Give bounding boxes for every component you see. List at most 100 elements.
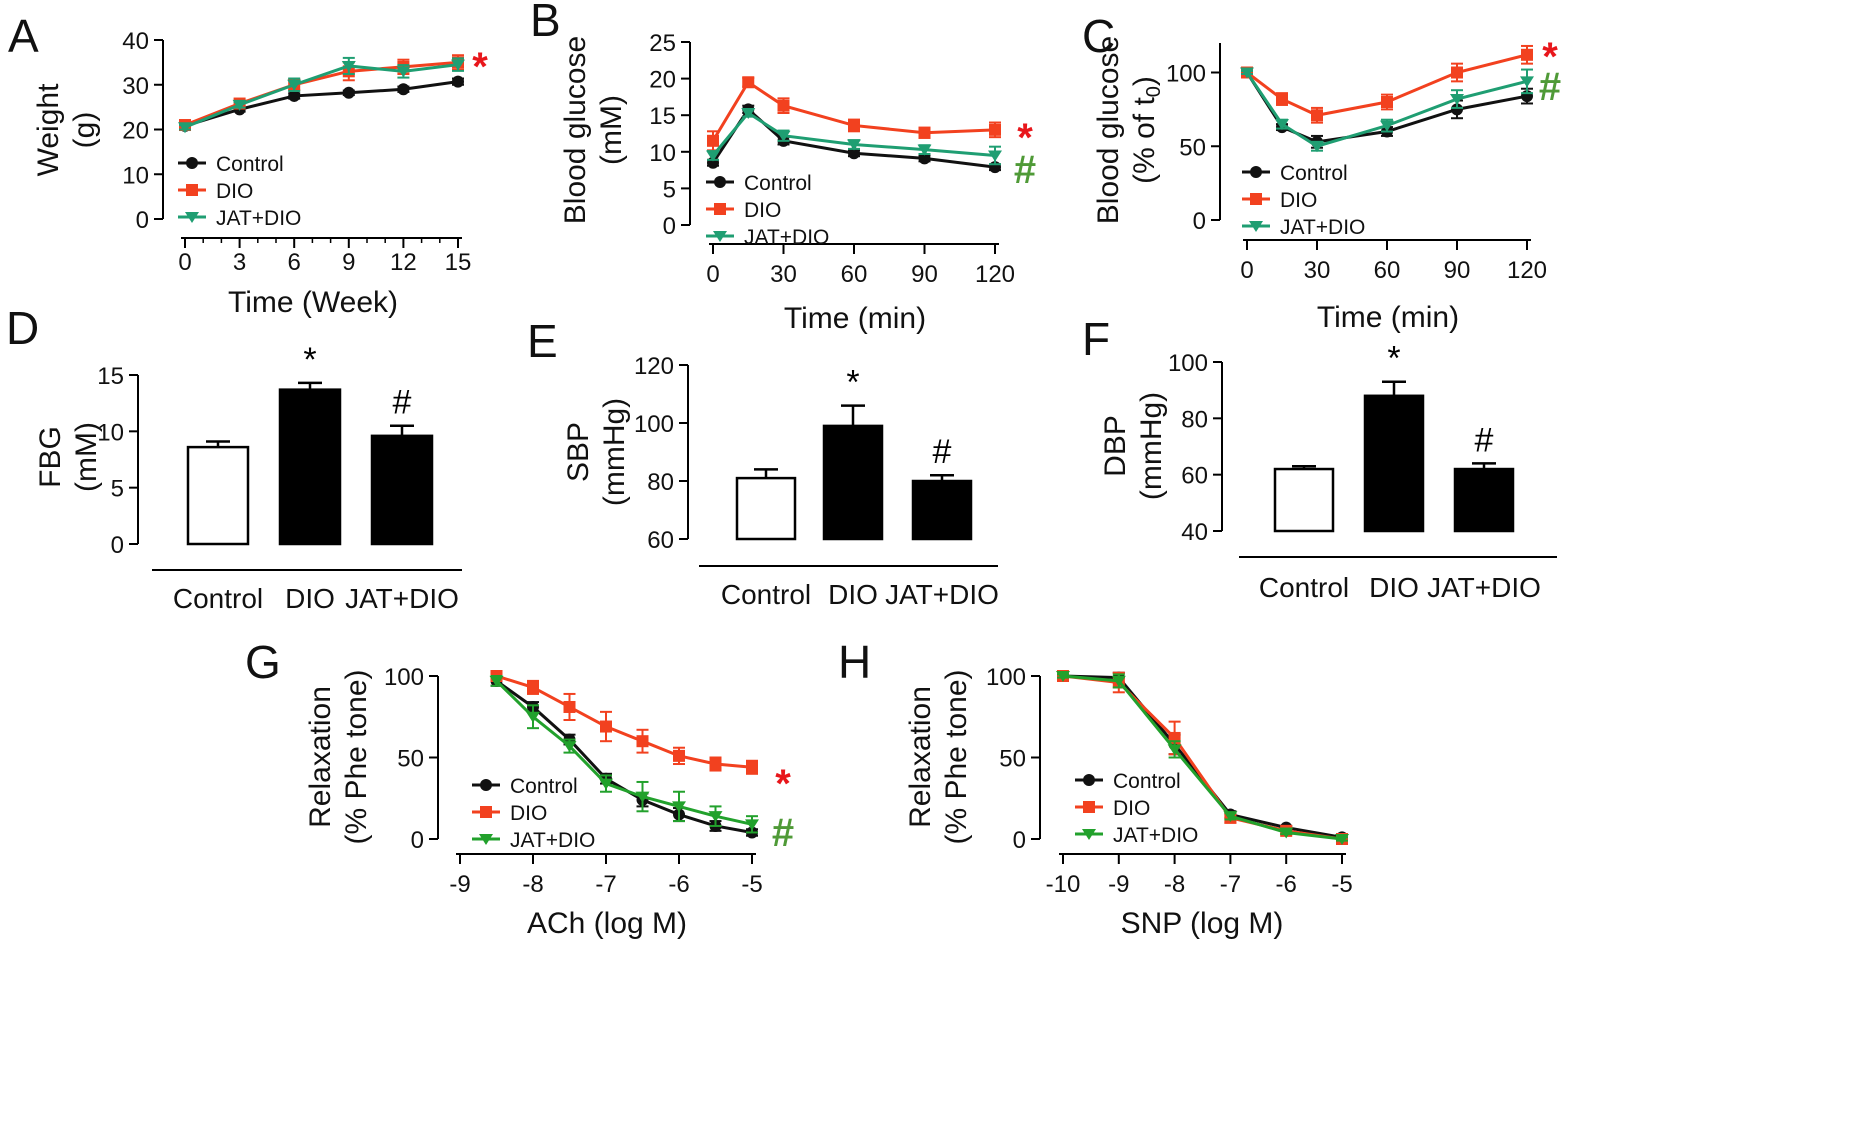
y-axis-label-line: (mM) (70, 422, 103, 492)
x-tick-label: -7 (595, 871, 616, 898)
category-label: DIO (285, 583, 335, 614)
y-tick-label: 40 (122, 28, 149, 55)
data-point (563, 700, 576, 713)
y-axis-label-line: (% of t (1128, 97, 1161, 184)
data-point (1167, 744, 1182, 756)
data-point (848, 147, 860, 160)
y-axis-label-line: Blood glucose (1092, 36, 1125, 224)
panel-label: A (8, 10, 39, 62)
data-point (918, 126, 931, 139)
data-point (526, 711, 540, 723)
data-point (741, 108, 756, 120)
data-point (988, 150, 1002, 162)
y-tick-label: 0 (136, 207, 149, 234)
data-point (1335, 834, 1349, 845)
series-line (1062, 674, 1343, 841)
x-tick-label: -8 (522, 871, 543, 898)
x-tick-label: 60 (841, 261, 868, 288)
legend-label: JAT+DIO (1113, 824, 1198, 847)
legend-marker (1250, 166, 1262, 178)
data-point (341, 60, 356, 72)
y-axis-label-line: DBP (1099, 415, 1132, 477)
legend-label: DIO (744, 199, 781, 222)
data-point (1111, 675, 1126, 687)
category-label: Control (173, 583, 263, 614)
significance-mark: * (303, 341, 316, 379)
category-label: DIO (1369, 572, 1419, 603)
x-tick-label: 12 (390, 249, 417, 276)
data-point (673, 749, 685, 762)
data-point (708, 811, 723, 823)
x-tick-label: 90 (1444, 257, 1471, 284)
legend-marker (186, 157, 198, 169)
y-tick-label: 10 (122, 162, 149, 189)
y-tick-label: 50 (999, 746, 1026, 773)
legend-marker (1250, 193, 1262, 205)
data-point (989, 123, 1001, 136)
x-tick-label: 3 (233, 249, 246, 276)
y-tick-label: 100 (1168, 350, 1208, 377)
x-tick-label: 9 (342, 249, 355, 276)
data-point (1451, 103, 1463, 116)
category-label: JAT+DIO (1427, 572, 1541, 603)
y-axis-label: DBP (mmHg) (1099, 392, 1168, 500)
x-axis-label: Time (min) (784, 302, 926, 335)
legend-marker (714, 203, 726, 215)
y-tick-label: 5 (663, 176, 676, 203)
legend-marker (480, 779, 492, 791)
series-line (496, 674, 753, 769)
y-axis-label: SBP (mmHg) (562, 398, 631, 506)
significance-mark: # (1539, 65, 1561, 109)
series-line (184, 63, 459, 129)
legend-label: Control (510, 775, 578, 798)
x-tick-label: 30 (770, 261, 797, 288)
x-tick-label: -6 (1276, 871, 1297, 898)
x-tick-label: 120 (975, 261, 1015, 288)
series-jat-dio (489, 675, 759, 834)
y-axis-label: FBG (mM) (34, 422, 103, 492)
data-point (451, 59, 465, 71)
panel-h: H 0 50 100 Relaxation (% Phe tone) -10 -9 -8 -7 -6… (838, 636, 1353, 940)
series-jat-dio (706, 108, 1002, 166)
legend-marker (714, 176, 726, 188)
y-tick-label: 60 (647, 527, 674, 554)
y-tick-label: 50 (1179, 134, 1206, 161)
data-point (1450, 94, 1464, 106)
data-point (848, 119, 860, 132)
y-axis-label-line: (mmHg) (598, 398, 631, 506)
y-axis-label-line: (mM) (595, 95, 628, 165)
y-axis-label-line: (% Phe tone) (340, 669, 373, 844)
y-axis-label-line: Blood glucose (559, 36, 592, 224)
data-point (452, 75, 464, 88)
significance-mark: * (472, 45, 488, 89)
x-tick-label: 0 (1240, 257, 1253, 284)
y-tick-label: 20 (122, 118, 149, 145)
y-axis-label-line: FBG (34, 426, 67, 488)
significance-mark: # (393, 384, 412, 422)
legend-marker (480, 806, 492, 818)
y-tick-label: 120 (634, 353, 674, 380)
series-line (184, 80, 459, 128)
legend-marker (1082, 829, 1096, 840)
data-point (600, 720, 612, 733)
x-tick-label: 90 (911, 261, 938, 288)
data-point (232, 99, 247, 111)
y-tick-label: 20 (649, 67, 676, 94)
data-point (562, 741, 577, 753)
x-tick-label: 0 (706, 261, 719, 288)
legend-marker (713, 231, 727, 242)
data-point (776, 130, 791, 142)
series-line (1245, 71, 1528, 148)
y-tick-label: 0 (411, 827, 424, 854)
y-tick-label: 100 (1166, 61, 1206, 88)
data-point (1240, 67, 1254, 79)
y-tick-label: 10 (97, 419, 124, 446)
data-point (1380, 120, 1394, 132)
y-axis-label: Weight (g) (32, 83, 101, 176)
legend-marker (1083, 774, 1095, 786)
legend-marker (479, 834, 493, 845)
bar (1273, 467, 1335, 533)
data-point (489, 675, 504, 687)
significance-mark: # (772, 811, 794, 855)
